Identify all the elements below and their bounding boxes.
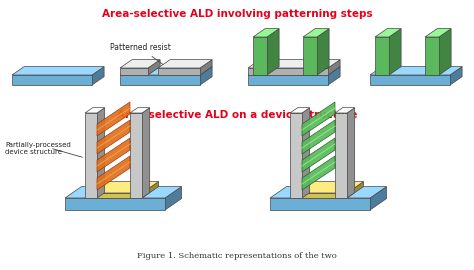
Polygon shape (120, 67, 212, 75)
Polygon shape (450, 67, 462, 85)
Polygon shape (302, 120, 335, 154)
Text: Patterned resist: Patterned resist (109, 43, 171, 64)
Polygon shape (292, 193, 347, 198)
Polygon shape (290, 108, 310, 113)
Polygon shape (12, 67, 104, 75)
Polygon shape (370, 187, 386, 210)
Polygon shape (85, 113, 97, 198)
Polygon shape (248, 68, 328, 75)
Polygon shape (328, 60, 340, 75)
Polygon shape (375, 37, 389, 75)
Polygon shape (97, 138, 130, 172)
Polygon shape (248, 67, 340, 75)
Polygon shape (85, 108, 105, 113)
Polygon shape (253, 29, 279, 37)
Polygon shape (130, 113, 142, 198)
Polygon shape (347, 182, 364, 198)
Polygon shape (12, 75, 92, 85)
Polygon shape (253, 37, 267, 75)
Polygon shape (292, 182, 364, 193)
Polygon shape (302, 138, 335, 172)
Polygon shape (267, 29, 279, 75)
Polygon shape (148, 60, 160, 75)
Polygon shape (87, 182, 158, 193)
Polygon shape (97, 156, 130, 190)
Polygon shape (303, 37, 317, 75)
Polygon shape (248, 60, 340, 68)
Polygon shape (97, 108, 105, 198)
Polygon shape (130, 108, 150, 113)
Polygon shape (158, 60, 212, 68)
Polygon shape (65, 187, 182, 198)
Polygon shape (370, 67, 462, 75)
Polygon shape (439, 29, 451, 75)
Polygon shape (120, 75, 200, 85)
Polygon shape (248, 75, 328, 85)
Polygon shape (120, 60, 160, 68)
Polygon shape (97, 120, 130, 154)
Polygon shape (303, 29, 329, 37)
Polygon shape (335, 113, 347, 198)
Polygon shape (97, 102, 130, 136)
Polygon shape (158, 68, 200, 75)
Polygon shape (389, 29, 401, 75)
Polygon shape (347, 108, 355, 198)
Polygon shape (290, 113, 302, 198)
Polygon shape (328, 67, 340, 85)
Text: Partially-processed
device structure: Partially-processed device structure (5, 141, 71, 154)
Polygon shape (425, 37, 439, 75)
Polygon shape (87, 193, 142, 198)
Text: Area-selective ALD involving patterning steps: Area-selective ALD involving patterning … (102, 9, 372, 19)
Polygon shape (200, 60, 212, 75)
Polygon shape (200, 67, 212, 85)
Polygon shape (270, 198, 370, 210)
Polygon shape (317, 29, 329, 75)
Polygon shape (302, 108, 310, 198)
Polygon shape (270, 187, 386, 198)
Polygon shape (92, 67, 104, 85)
Polygon shape (65, 198, 165, 210)
Polygon shape (370, 75, 450, 85)
Polygon shape (120, 68, 148, 75)
Polygon shape (425, 29, 451, 37)
Text: Figure 1. Schematic representations of the two: Figure 1. Schematic representations of t… (137, 252, 337, 260)
Polygon shape (302, 102, 335, 136)
Polygon shape (335, 108, 355, 113)
Polygon shape (142, 182, 158, 198)
Polygon shape (302, 156, 335, 190)
Text: Area-selective ALD on a device structure: Area-selective ALD on a device structure (117, 110, 357, 120)
Polygon shape (165, 187, 182, 210)
Polygon shape (142, 108, 150, 198)
Polygon shape (375, 29, 401, 37)
